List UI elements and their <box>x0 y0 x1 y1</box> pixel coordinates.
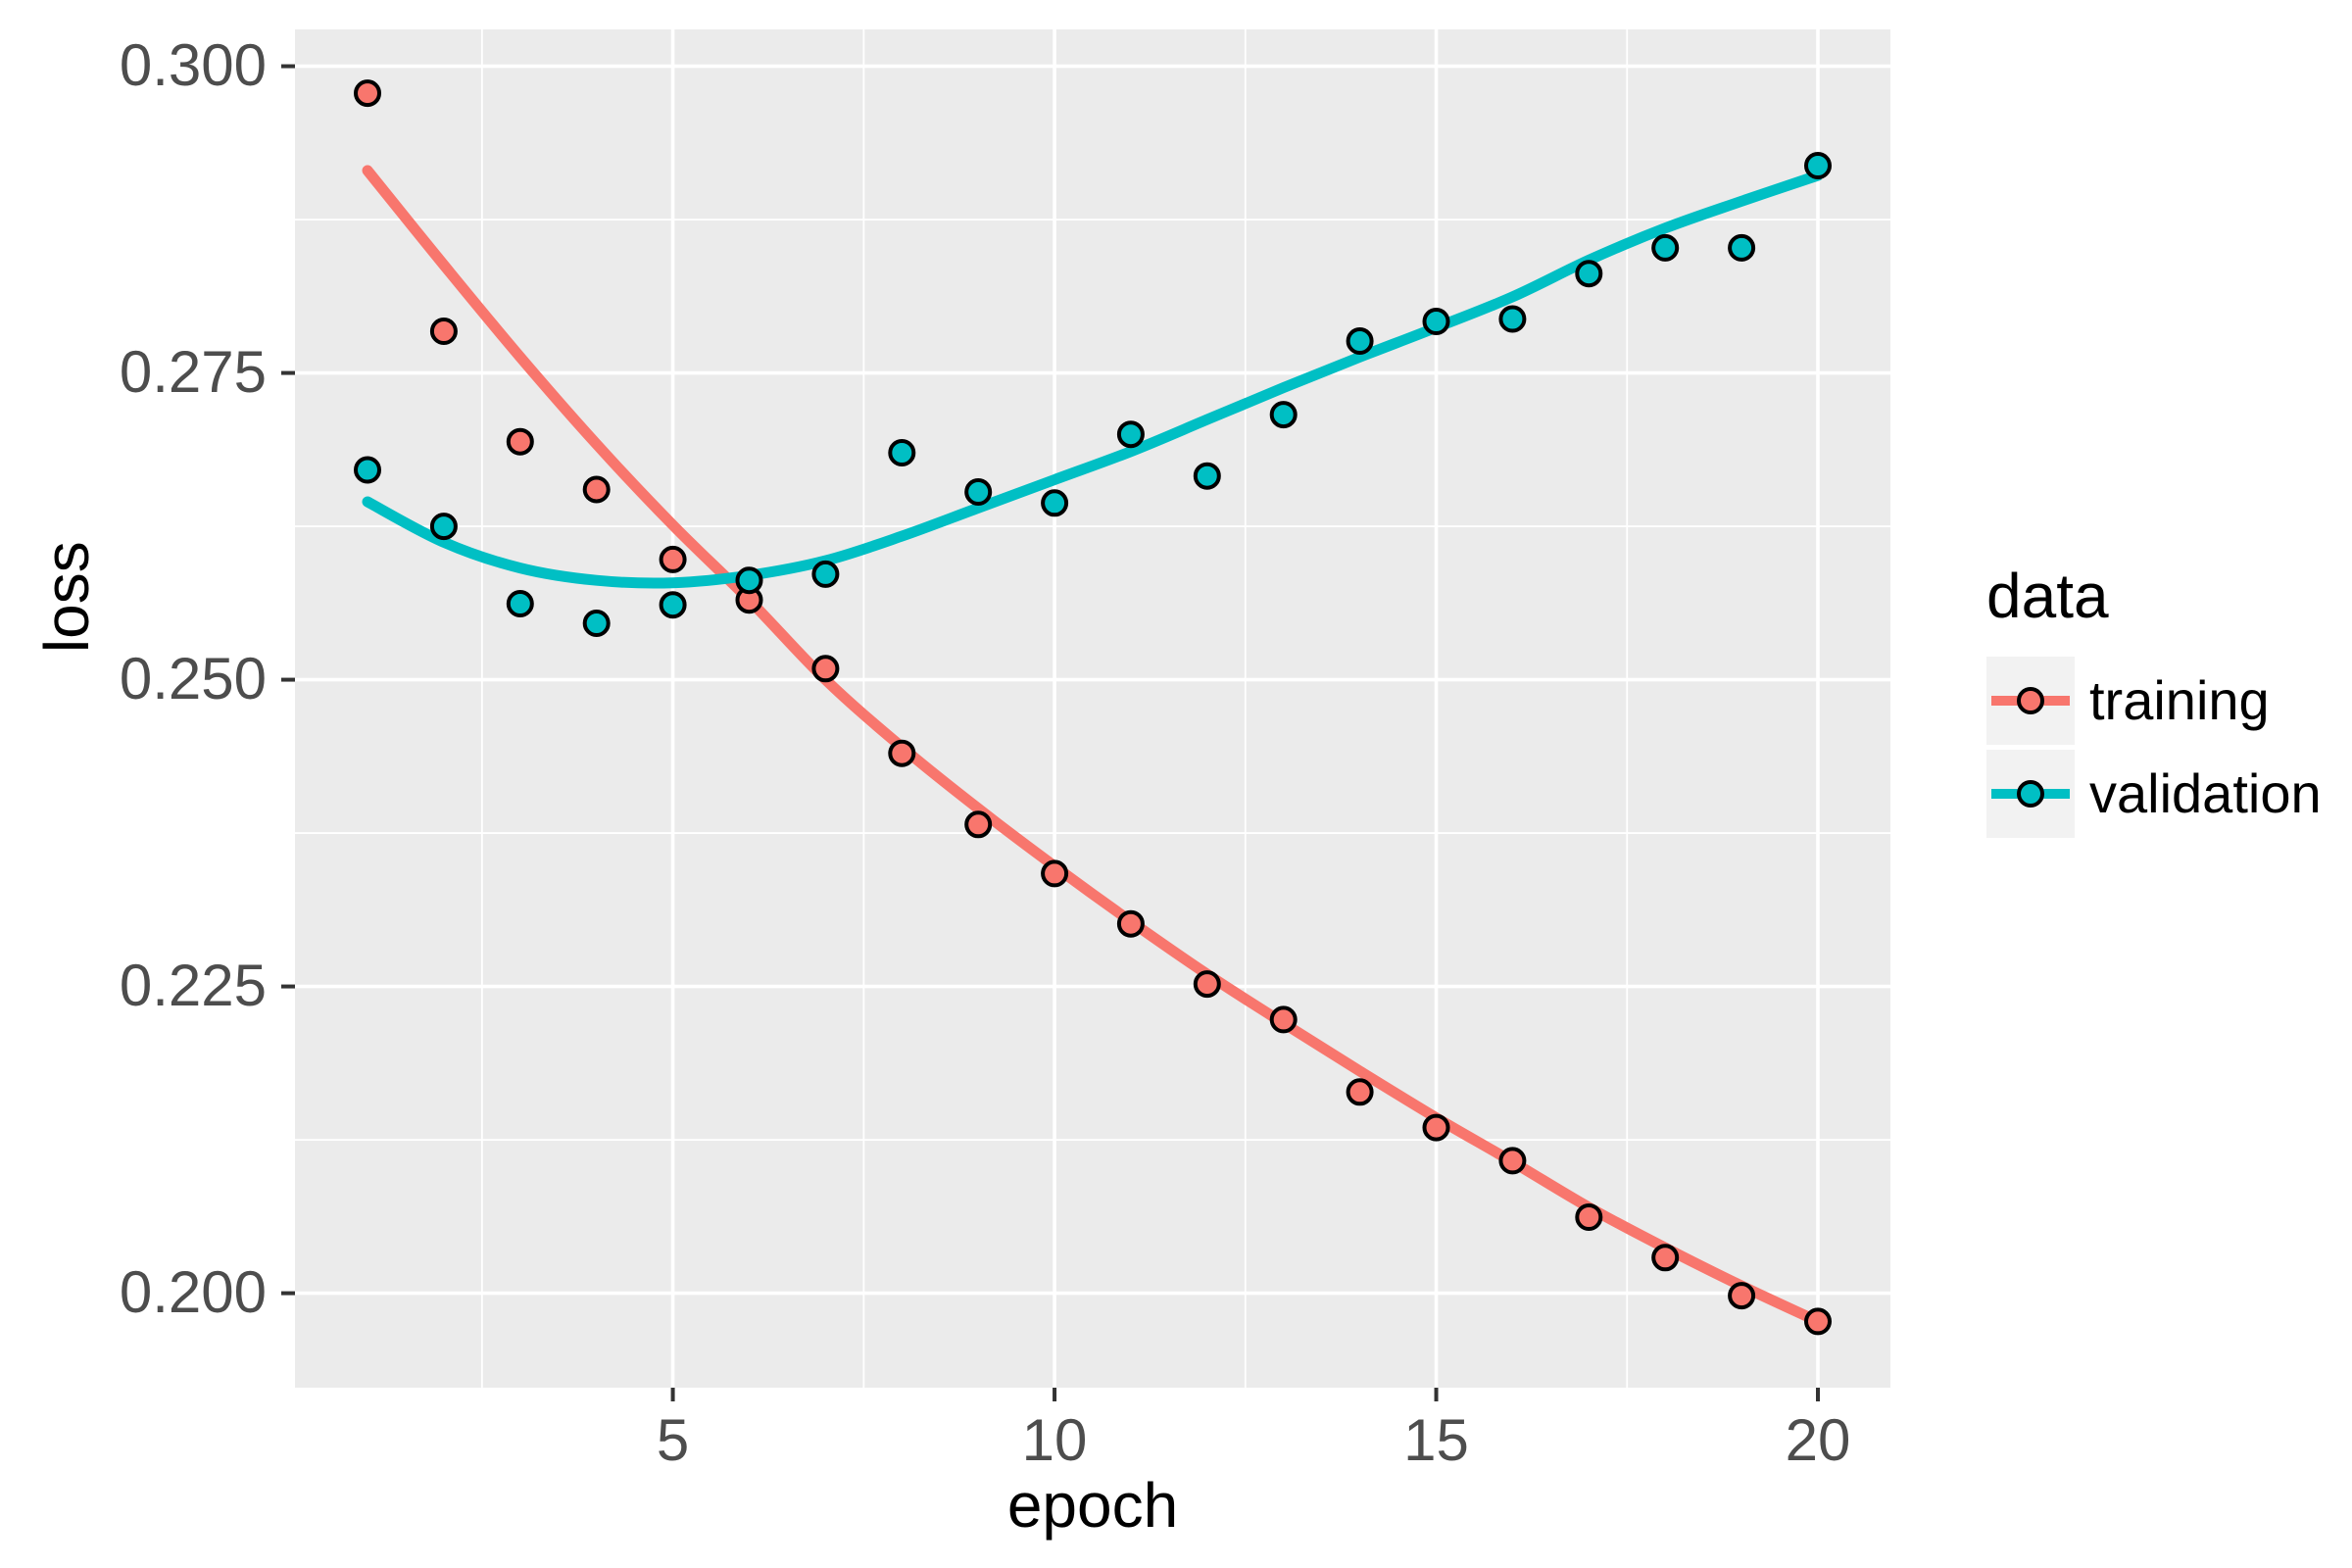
data-point-training-4 <box>582 475 611 504</box>
data-point-training-17 <box>1575 1203 1603 1231</box>
x-tick-label: 20 <box>1785 1407 1851 1473</box>
x-axis-title: epoch <box>1006 1470 1179 1541</box>
data-point-validation-4 <box>582 610 611 637</box>
x-tick-label: 15 <box>1403 1407 1469 1473</box>
data-point-validation-19 <box>1728 233 1756 262</box>
data-point-validation-15 <box>1422 308 1450 335</box>
data-point-validation-20 <box>1804 152 1832 179</box>
legend-label-training: training <box>2089 669 2270 731</box>
legend-item-training: training <box>1986 657 2322 745</box>
data-point-validation-14 <box>1346 327 1374 355</box>
data-point-validation-16 <box>1498 305 1527 333</box>
data-point-training-8 <box>888 739 916 767</box>
data-point-validation-12 <box>1193 462 1221 490</box>
legend-key-training <box>1986 657 2075 745</box>
training-point-swatch <box>2017 687 2044 714</box>
data-point-validation-7 <box>811 560 840 588</box>
data-point-training-15 <box>1422 1113 1450 1142</box>
data-point-training-11 <box>1116 909 1145 938</box>
data-point-training-16 <box>1498 1147 1527 1175</box>
y-tick-label: 0.275 <box>119 338 267 405</box>
data-point-training-12 <box>1193 970 1221 999</box>
legend-item-validation: validation <box>1986 750 2322 838</box>
data-point-training-14 <box>1346 1078 1374 1106</box>
data-point-training-18 <box>1651 1244 1680 1272</box>
data-point-validation-9 <box>964 478 993 506</box>
data-point-validation-17 <box>1575 260 1603 288</box>
legend-label-validation: validation <box>2089 762 2322 824</box>
y-tick-label: 0.300 <box>119 31 267 98</box>
data-point-validation-10 <box>1041 489 1069 517</box>
data-point-training-3 <box>506 427 534 456</box>
y-tick-label: 0.200 <box>119 1258 267 1325</box>
panel-background <box>295 29 1890 1388</box>
data-point-training-13 <box>1269 1005 1298 1034</box>
data-point-validation-3 <box>506 590 534 617</box>
y-tick-label: 0.225 <box>119 952 267 1018</box>
data-point-training-7 <box>811 655 840 683</box>
data-point-training-2 <box>429 318 458 345</box>
data-point-training-20 <box>1804 1307 1832 1336</box>
validation-point-swatch <box>2017 780 2044 808</box>
data-point-training-5 <box>659 545 687 573</box>
data-point-validation-8 <box>888 439 916 466</box>
data-point-training-10 <box>1041 859 1069 888</box>
data-point-validation-2 <box>429 513 458 541</box>
data-point-validation-11 <box>1116 420 1145 449</box>
legend-key-validation <box>1986 750 2075 838</box>
data-point-training-9 <box>964 810 993 839</box>
data-point-training-19 <box>1728 1282 1756 1310</box>
data-point-validation-13 <box>1269 401 1298 429</box>
legend-title: data <box>1986 561 2109 631</box>
data-point-validation-1 <box>354 456 381 484</box>
y-tick-label: 0.250 <box>119 645 267 711</box>
data-point-validation-18 <box>1651 233 1680 262</box>
x-tick-label: 5 <box>656 1407 690 1473</box>
data-point-validation-6 <box>735 566 763 595</box>
data-point-validation-5 <box>659 591 687 619</box>
data-point-training-1 <box>354 79 381 108</box>
legend: data training validation <box>1986 564 2322 843</box>
y-axis-title: loss <box>31 541 102 654</box>
x-tick-label: 10 <box>1021 1407 1088 1473</box>
